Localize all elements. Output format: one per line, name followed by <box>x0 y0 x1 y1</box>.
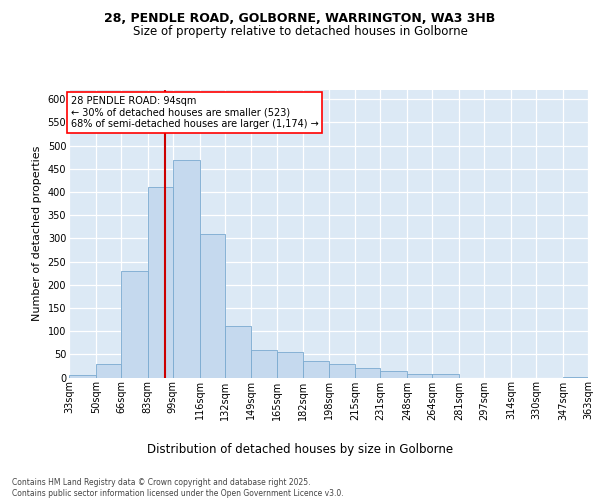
Bar <box>173 160 200 378</box>
Y-axis label: Number of detached properties: Number of detached properties <box>32 146 42 322</box>
Bar <box>407 374 432 378</box>
Text: 28 PENDLE ROAD: 94sqm
← 30% of detached houses are smaller (523)
68% of semi-det: 28 PENDLE ROAD: 94sqm ← 30% of detached … <box>71 96 319 129</box>
Bar <box>69 375 96 378</box>
Bar <box>121 271 148 378</box>
Text: 28, PENDLE ROAD, GOLBORNE, WARRINGTON, WA3 3HB: 28, PENDLE ROAD, GOLBORNE, WARRINGTON, W… <box>104 12 496 26</box>
Bar <box>563 376 588 378</box>
Bar <box>277 352 304 378</box>
Bar <box>329 364 355 378</box>
Bar <box>251 350 277 378</box>
Text: Distribution of detached houses by size in Golborne: Distribution of detached houses by size … <box>147 442 453 456</box>
Text: Contains HM Land Registry data © Crown copyright and database right 2025.
Contai: Contains HM Land Registry data © Crown c… <box>12 478 344 498</box>
Bar <box>432 374 459 378</box>
Bar <box>380 370 407 378</box>
Bar <box>304 362 329 378</box>
Bar <box>148 188 173 378</box>
Bar <box>96 364 121 378</box>
Bar <box>224 326 251 378</box>
Bar <box>355 368 380 378</box>
Bar <box>200 234 224 378</box>
Text: Size of property relative to detached houses in Golborne: Size of property relative to detached ho… <box>133 25 467 38</box>
